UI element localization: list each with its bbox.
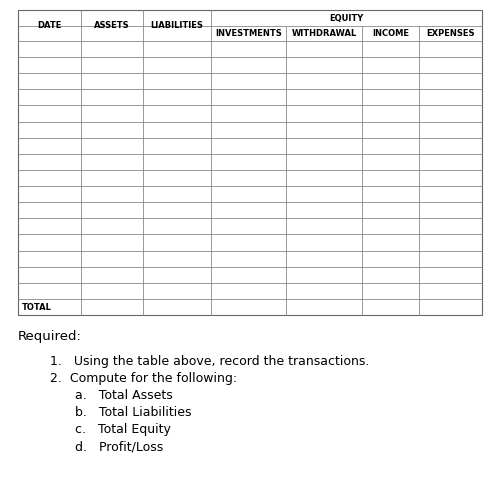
Text: WITHDRAWAL: WITHDRAWAL <box>292 29 356 38</box>
Text: Required:: Required: <box>18 330 82 343</box>
Text: 1.   Using the table above, record the transactions.: 1. Using the table above, record the tra… <box>50 355 370 368</box>
Text: ASSETS: ASSETS <box>94 21 130 30</box>
Text: 2.  Compute for the following:: 2. Compute for the following: <box>50 372 237 385</box>
Text: a.   Total Assets: a. Total Assets <box>75 389 173 402</box>
Text: EXPENSES: EXPENSES <box>426 29 474 38</box>
Text: d.   Profit/Loss: d. Profit/Loss <box>75 440 163 453</box>
Text: c.   Total Equity: c. Total Equity <box>75 423 171 436</box>
Text: LIABILITIES: LIABILITIES <box>150 21 204 30</box>
Text: b.   Total Liabilities: b. Total Liabilities <box>75 406 192 419</box>
Text: TOTAL: TOTAL <box>22 302 52 312</box>
Text: INCOME: INCOME <box>372 29 409 38</box>
Text: INVESTMENTS: INVESTMENTS <box>215 29 282 38</box>
Text: EQUITY: EQUITY <box>329 14 364 22</box>
Text: DATE: DATE <box>37 21 62 30</box>
Bar <box>18 10 482 315</box>
